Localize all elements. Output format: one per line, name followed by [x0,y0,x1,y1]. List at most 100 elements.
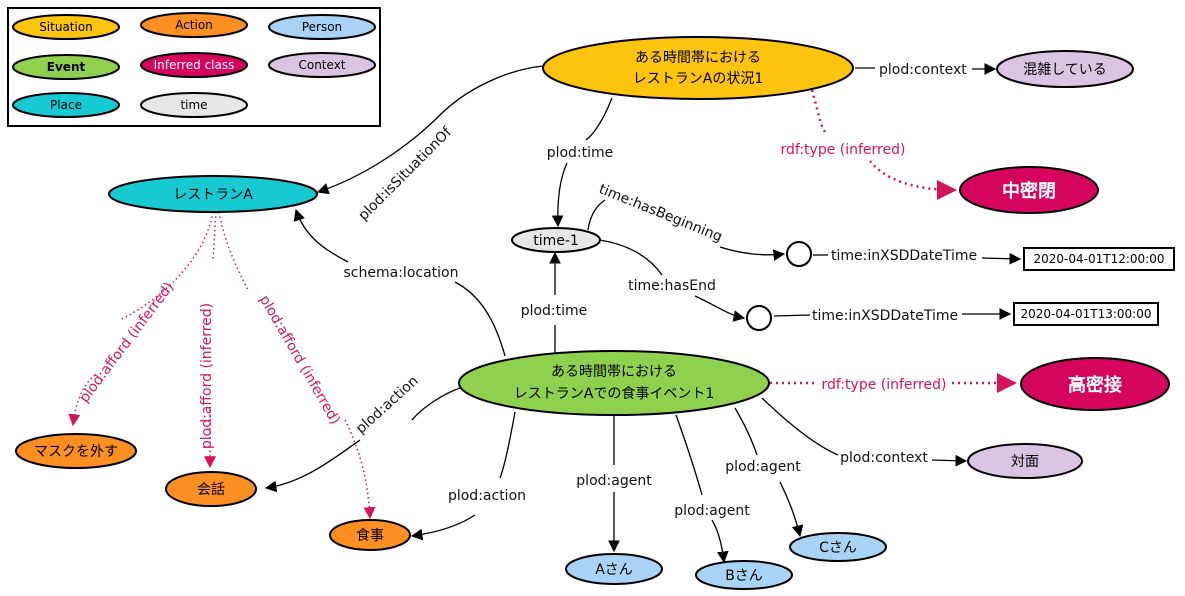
legend-time-label: time [180,98,207,112]
node-situation [542,36,854,100]
label-action-kaiwa: plod:action [353,373,422,437]
node-begin-instant [786,241,812,267]
node-event-line2: レストランAでの食事イベント1 [514,385,714,402]
legend-situation-swatch [12,14,120,40]
legend-event-label: Event [47,60,86,74]
legend-situation-label: Situation [39,20,93,34]
edge-context-event-a [761,397,839,456]
label-is-situation-of: plod:isSituationOf [355,124,455,224]
label-rdf-type-top: rdf:type (inferred) [781,142,906,158]
edge-agent-c-b [779,481,804,538]
node-c-san [789,532,887,562]
node-end-instant [746,305,772,331]
node-konzatsu-label: 混雑している [1023,62,1107,78]
label-action-shokuji: plod:action [448,488,526,504]
edge-action-kaiwa-b [264,439,361,493]
legend-context-label: Context [298,58,345,72]
node-time1 [511,227,601,253]
label-schema-location: schema:location [344,265,459,281]
node-shokuji [329,519,411,551]
edge-location-b [293,208,349,263]
legend-place-label: Place [50,98,82,112]
edge-action-kaiwa-a [411,387,461,421]
label-has-beginning: time:hasBeginning [597,181,725,245]
edge-agent-b-a [675,414,703,496]
label-afford-3: plod:afford (inferred) [256,293,343,428]
edge-has-end-a [599,239,663,276]
node-komitsusetsu-label: 高密接 [1068,374,1122,396]
node-event-line1: ある時間帯における [551,364,677,380]
node-shokuji-label: 食事 [356,527,384,544]
edge-time-top-a [585,97,613,141]
edge-is-situation-of [316,65,544,195]
node-konzatsu [996,50,1134,88]
node-begin-datetime-label: 2020-04-01T12:00:00 [1034,252,1165,266]
node-b-san [695,560,793,590]
legend-action-label: Action [175,18,213,32]
legend-action-swatch [140,12,248,38]
edge-afford-3-a [218,211,249,291]
node-taimen-label: 対面 [1011,454,1039,470]
node-begin-datetime [1023,247,1175,271]
legend-person-label: Person [302,20,342,34]
label-xsd-end: time:inXSDDateTime [812,308,958,324]
edge-afford-1-b [68,374,96,427]
node-situation-line2: レストランAの状況1 [633,71,763,87]
edge-time-top-b [551,162,568,228]
edge-action-shokuji-a [499,411,516,479]
node-end-datetime [1013,302,1159,326]
node-kaiwa [165,471,257,507]
edge-agent-b-b [711,519,729,564]
edge-rdf-type-top-a [810,89,827,133]
nodes: ある時間帯における レストランAの状況1 混雑している 中密閉 レストランA t… [15,36,1175,590]
node-kaiwa-label: 会話 [197,481,225,498]
edge-has-beginning-a [587,199,606,231]
node-restaurant-label: レストランA [173,187,253,203]
label-agent-c: plod:agent [725,459,801,475]
label-time-top: plod:time [547,145,614,161]
node-taimen [967,443,1083,479]
edge-xsd-end-a [773,314,811,317]
legend-place-swatch [12,92,120,118]
legend-inferred-swatch [140,52,248,78]
legend-time-swatch [140,92,248,118]
node-c-san-label: Cさん [819,540,857,556]
node-situation-line1: ある時間帯における [635,50,761,66]
edges [68,63,1022,564]
label-afford-2: plod:afford (inferred) [199,303,215,449]
legend-event-swatch [12,54,120,80]
edge-afford-3-b [344,419,376,520]
node-a-san-label: Aさん [595,562,633,578]
node-restaurant [108,175,318,213]
label-xsd-begin: time:inXSDDateTime [831,248,977,264]
edge-xsd-begin-b [981,252,1022,265]
node-time1-label: time-1 [533,233,579,249]
label-afford-1: plod:afford (inferred) [76,279,177,405]
node-a-san [565,553,663,585]
legend-inferred-label: Inferred class [154,58,235,72]
edge-rdf-type-top-b [869,160,957,200]
node-chumitsuhei [959,166,1099,214]
edge-agent-c-a [734,407,758,456]
node-mask-label: マスクを外す [34,444,118,460]
label-has-end: time:hasEnd [628,278,716,294]
edge-has-beginning-b [719,246,786,261]
label-time-event: plod:time [521,303,588,319]
edge-labels: plod:context plod:isSituationOf plod:tim… [76,62,977,519]
node-komitsusetsu [1020,357,1170,411]
label-context-top: plod:context [879,62,967,78]
edge-has-end-b [694,295,746,322]
node-mask [15,433,137,469]
label-context-event: plod:context [840,450,928,466]
edge-context-event-b [931,454,968,467]
legend-person-swatch [268,14,376,40]
legend: Situation Action Person Event Inferred c… [7,7,381,127]
node-chumitsuhei-label: 中密閉 [1002,180,1056,202]
edge-location-a [454,281,506,357]
label-agent-b: plod:agent [674,503,750,519]
node-end-datetime-label: 2020-04-01T13:00:00 [1021,307,1152,321]
label-rdf-type-event: rdf:type (inferred) [822,377,947,393]
edge-action-shokuji-b [410,514,476,541]
